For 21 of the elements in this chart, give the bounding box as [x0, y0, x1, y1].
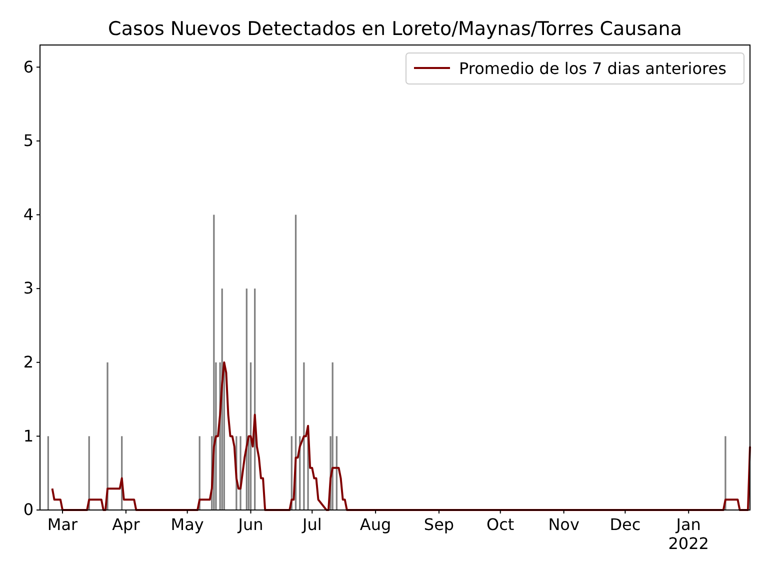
y-tick-label: 3	[23, 278, 34, 298]
y-tick-label: 5	[23, 131, 34, 150]
line-series	[51, 361, 751, 511]
x-tick-label: Jun	[237, 515, 264, 534]
y-tick-label: 0	[23, 500, 34, 520]
x-tick-label: Aug	[360, 515, 392, 534]
x-tick-label: Dec	[610, 515, 641, 534]
y-tick-label: 6	[23, 57, 34, 76]
x-tick-label: Jan 2022	[668, 515, 709, 554]
x-tick-label: Mar	[47, 515, 78, 534]
x-tick-label: Oct	[486, 515, 514, 534]
x-tick-label: May	[170, 515, 204, 534]
legend-label: Promedio de los 7 dias anteriores	[459, 59, 726, 78]
y-tick-label: 2	[23, 352, 34, 372]
x-tick-label: Sep	[424, 515, 454, 534]
y-tick-label: 1	[23, 426, 34, 446]
x-tick-label: Jul	[301, 515, 322, 534]
chart-title: Casos Nuevos Detectados en Loreto/Maynas/Torres Causana	[108, 18, 682, 40]
y-tick-label: 4	[23, 204, 34, 224]
x-tick-label: Apr	[112, 515, 140, 534]
x-tick-label: Nov	[548, 515, 580, 534]
